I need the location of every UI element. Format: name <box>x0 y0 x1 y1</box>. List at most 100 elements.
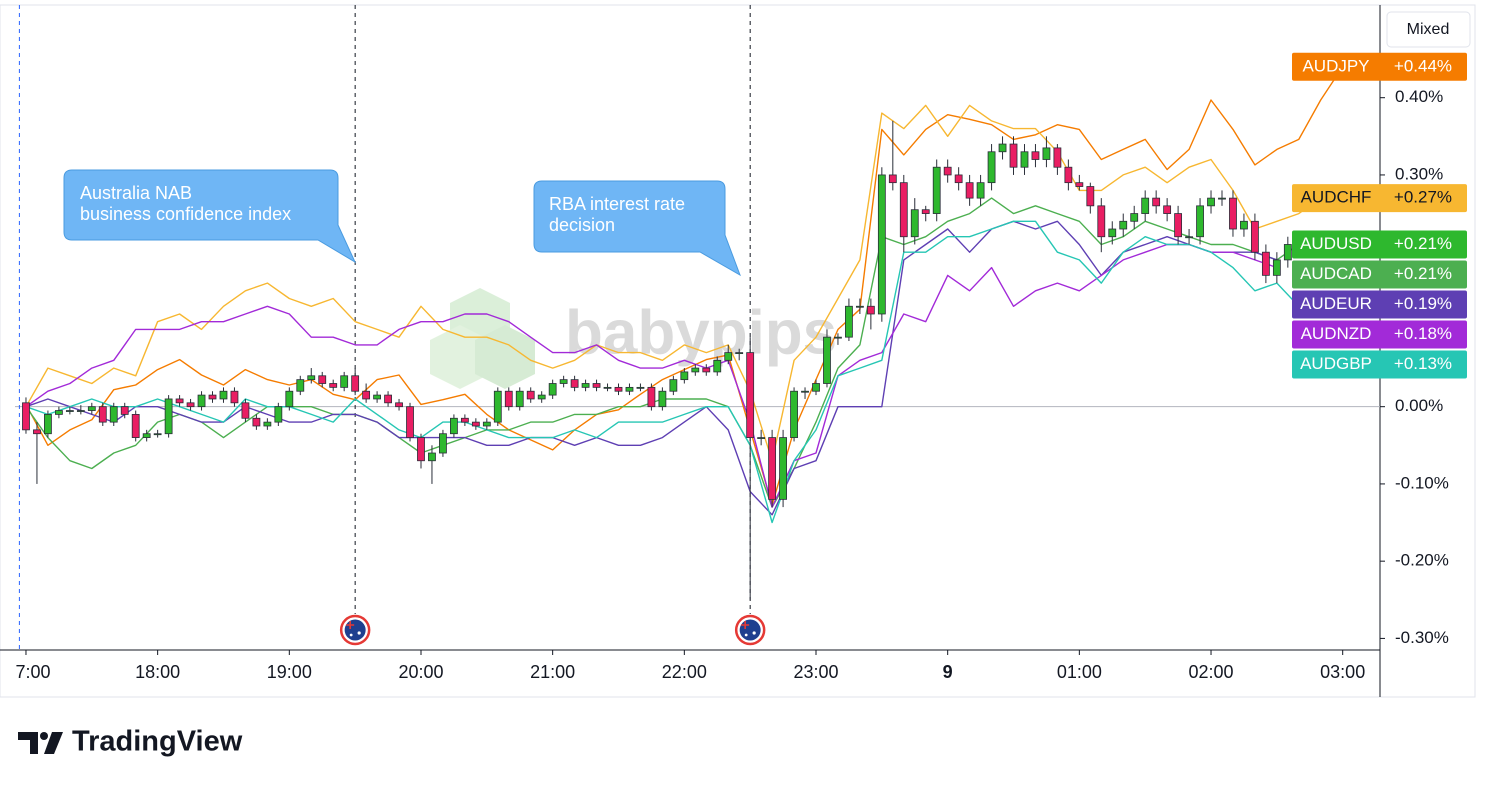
price-tag: AUDGBP +0.13% <box>1292 350 1467 379</box>
price-tags: AUDJPY +0.44%AUDCHF +0.27%AUDUSD +0.21%AUDC… <box>1292 52 1467 379</box>
candle-body <box>866 305 875 315</box>
price-tag-bg <box>1292 350 1467 379</box>
flag-star <box>357 631 361 635</box>
candle-body <box>44 414 52 435</box>
chart-frame <box>0 4 1476 698</box>
candle-body <box>22 402 30 431</box>
price-tag-name: AUDGBP <box>1300 354 1372 373</box>
axes: 0.40% 0.30% 0.00% -0.10% -0.20% -0.30% 7:00 18:… <box>15 87 1448 682</box>
candle-body <box>1240 220 1248 230</box>
flag-body <box>739 619 761 641</box>
footer-logo: TradingView <box>18 726 243 758</box>
candle-body <box>1185 236 1193 239</box>
candle-body <box>570 379 579 388</box>
candle-body <box>636 386 645 389</box>
candle-body <box>1207 197 1215 207</box>
price-tag: AUDCHF +0.27% <box>1292 184 1467 213</box>
price-tag-value: +0.44% <box>1394 56 1452 75</box>
candle-body <box>1141 197 1150 214</box>
x-tick-label: 18:00 <box>135 662 180 682</box>
candle-body <box>1097 205 1106 238</box>
candle-body <box>1075 182 1084 187</box>
candle-body <box>526 390 535 400</box>
price-tag: AUDEUR +0.19% <box>1292 290 1467 319</box>
candle-body <box>834 336 842 339</box>
flag-body <box>344 619 366 641</box>
candle-body <box>318 375 327 384</box>
candle-body <box>910 209 919 238</box>
candle-body <box>713 359 722 373</box>
candle-body <box>757 437 766 439</box>
candle-body <box>417 437 425 462</box>
candle-body <box>1108 228 1117 238</box>
candle-body <box>746 352 755 438</box>
candle-body <box>899 182 908 238</box>
candle-body <box>768 437 777 500</box>
candle-body <box>142 433 151 438</box>
callouts: Australia NAB business confidence index … <box>63 169 741 277</box>
candle-body <box>109 406 118 423</box>
candle-body <box>954 174 963 184</box>
candle-body <box>504 390 513 408</box>
price-tag-bg <box>1292 290 1467 319</box>
candle-body <box>263 421 272 427</box>
candle-body <box>1130 213 1139 222</box>
candle-body <box>153 433 162 436</box>
candle-body <box>493 390 502 423</box>
candle-body <box>790 390 798 438</box>
candle-body <box>230 390 239 404</box>
candle-body <box>998 143 1007 153</box>
flag-star <box>752 631 756 635</box>
candle-body <box>98 406 107 423</box>
candle-body <box>1042 147 1051 160</box>
candle-body <box>428 452 436 462</box>
candle-body <box>1152 197 1161 207</box>
price-tag-bg <box>1292 260 1467 289</box>
x-tick-label: 23:00 <box>793 662 838 682</box>
watermark: babypips <box>430 288 837 389</box>
candle-body <box>351 375 360 392</box>
candle-body <box>252 417 261 427</box>
compare-line <box>25 104 1322 462</box>
x-tick-label: 22:00 <box>662 662 707 682</box>
candle-body <box>581 383 590 388</box>
price-tag-name: AUDEUR <box>1300 294 1372 313</box>
candle-body <box>559 379 568 384</box>
candle-body <box>669 379 678 392</box>
button-bg[interactable] <box>1386 11 1471 48</box>
price-tag-name: AUDUSD <box>1300 234 1372 253</box>
candle-body <box>197 394 206 408</box>
price-tag-bg <box>1292 320 1467 349</box>
price-tag-value: +0.13% <box>1394 354 1452 373</box>
footer-text: TradingView <box>72 726 243 758</box>
candle-body <box>1261 251 1270 276</box>
candle-body <box>164 398 173 435</box>
candle-body <box>779 437 787 500</box>
compare-line <box>25 220 1278 516</box>
candle-body <box>603 386 612 389</box>
candle-body <box>592 383 601 388</box>
candle-body <box>1053 147 1062 168</box>
candle-body <box>241 402 250 419</box>
candle-body <box>921 209 930 214</box>
candle-body <box>702 367 711 373</box>
price-tag-value: +0.21% <box>1394 234 1452 253</box>
candle-body <box>329 383 338 388</box>
button-label[interactable]: Mixed <box>1407 21 1450 38</box>
plot-area <box>15 5 1380 650</box>
candle-body <box>614 386 623 392</box>
y-tick-label: 0.00% <box>1395 396 1443 415</box>
candle-body <box>943 166 952 176</box>
mixed-button[interactable]: Mixed <box>1386 11 1471 48</box>
candle-body <box>439 433 447 454</box>
candle-body <box>658 390 667 408</box>
candle-body <box>1218 197 1226 200</box>
candle-body <box>1251 220 1259 253</box>
candle-body <box>362 390 371 400</box>
price-tag-value: +0.19% <box>1394 294 1452 313</box>
x-tick-label: 20:00 <box>398 662 443 682</box>
candle-body <box>406 406 414 438</box>
candle-body <box>460 417 469 423</box>
candle-body <box>1196 205 1204 238</box>
event-flag <box>734 614 766 646</box>
